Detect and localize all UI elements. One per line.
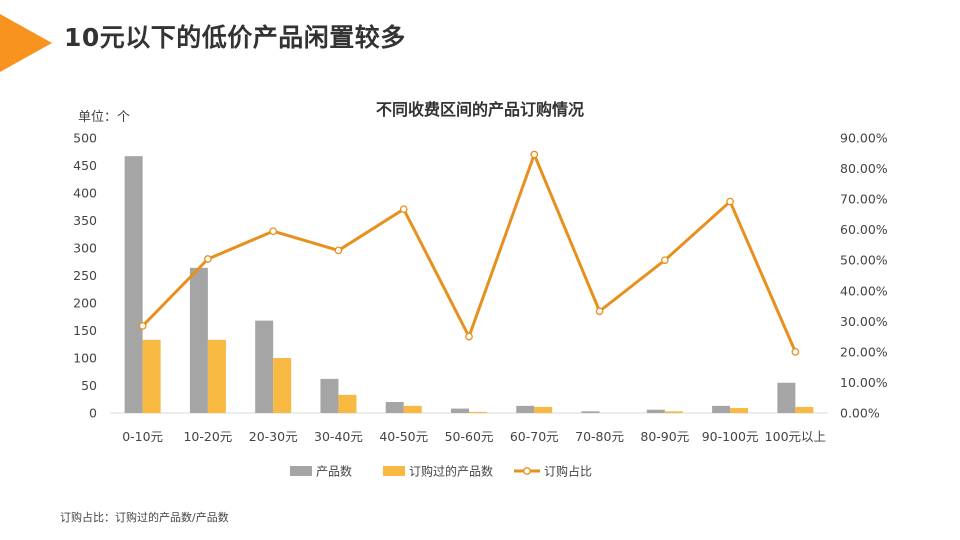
y-left-tick-label: 100	[73, 351, 97, 366]
legend-swatch	[290, 466, 312, 476]
line-point	[204, 255, 212, 263]
bar-ordered-count	[338, 394, 357, 413]
bar-product-count	[516, 405, 535, 413]
y-right-tick-label: 60.00%	[840, 222, 888, 237]
x-tick-label: 60-70元	[510, 429, 559, 444]
bar-ordered-count	[142, 339, 161, 413]
line-point	[334, 246, 343, 255]
arrow-accent-icon	[0, 14, 52, 72]
bar-ordered-count	[730, 408, 749, 413]
legend-swatch	[383, 466, 405, 476]
y-right-tick-label: 20.00%	[840, 344, 888, 359]
line-point	[399, 205, 408, 214]
y-left-tick-label: 450	[73, 158, 97, 173]
y-right-tick-label: 80.00%	[840, 161, 888, 176]
legend-label: 订购过的产品数	[409, 464, 493, 479]
y-left-tick-label: 200	[73, 296, 97, 311]
bar-product-count	[712, 405, 731, 413]
bar-product-count	[777, 382, 796, 413]
bar-ordered-count	[403, 405, 422, 413]
x-tick-label: 40-50元	[379, 429, 428, 444]
x-tick-label: 20-30元	[249, 429, 298, 444]
unit-label: 单位：个	[78, 110, 131, 125]
slide-title: 10元以下的低价产品闲置较多	[64, 23, 406, 52]
x-tick-label: 80-90元	[640, 429, 689, 444]
x-tick-label: 30-40元	[314, 429, 363, 444]
line-point	[465, 332, 473, 341]
x-tick-label: 50-60元	[445, 429, 494, 444]
y-right-tick-label: 40.00%	[840, 283, 888, 298]
y-right-tick-label: 0.00%	[840, 406, 880, 421]
y-right-tick-label: 30.00%	[840, 314, 888, 329]
x-tick-label: 70-80元	[575, 429, 624, 444]
bar-product-count	[255, 320, 274, 413]
line-point	[726, 197, 734, 206]
y-right-tick-label: 70.00%	[840, 192, 888, 207]
line-order-ratio	[141, 153, 797, 353]
x-tick-label: 10-20元	[183, 429, 232, 444]
bar-product-count	[385, 402, 404, 413]
bar-ordered-count	[273, 358, 292, 413]
bar-ordered-count	[469, 411, 487, 413]
line-point	[138, 322, 147, 330]
legend-label: 产品数	[316, 464, 352, 479]
y-left-tick-label: 250	[73, 268, 97, 283]
line-point	[595, 307, 604, 316]
line-point	[660, 256, 669, 265]
x-tick-label: 100元以上	[765, 429, 826, 444]
y-left-tick-label: 400	[73, 186, 97, 201]
line-point	[791, 348, 800, 356]
y-left-tick-label: 300	[73, 241, 97, 256]
bar-ordered-count	[795, 406, 814, 413]
line-point	[269, 227, 278, 236]
y-right-tick-label: 50.00%	[840, 253, 888, 268]
line-point	[530, 150, 539, 159]
bar-product-count	[124, 156, 143, 413]
y-right-tick-label: 90.00%	[840, 131, 888, 146]
bar-product-count	[646, 409, 665, 413]
bar-product-count	[320, 378, 339, 413]
y-left-tick-label: 500	[73, 131, 97, 146]
y-left-tick-label: 150	[73, 323, 97, 338]
y-left-tick-label: 0	[89, 406, 97, 421]
bar-product-count	[189, 267, 208, 413]
bar-product-count	[451, 408, 469, 413]
y-right-tick-label: 10.00%	[840, 375, 888, 390]
y-left-tick-label: 50	[81, 378, 97, 393]
bar-product-count	[581, 411, 600, 413]
bar-ordered-count	[534, 406, 553, 413]
bar-ordered-count	[664, 411, 683, 413]
footnote: 订购占比：订购过的产品数/产品数	[60, 511, 229, 524]
y-left-tick-label: 350	[73, 213, 97, 228]
x-tick-label: 90-100元	[702, 429, 759, 444]
bar-ordered-count	[207, 339, 226, 413]
x-tick-label: 0-10元	[122, 429, 163, 444]
legend-label: 订购占比	[544, 464, 592, 479]
legend-swatch-marker	[523, 467, 531, 475]
chart-title: 不同收费区间的产品订购情况	[375, 100, 584, 119]
